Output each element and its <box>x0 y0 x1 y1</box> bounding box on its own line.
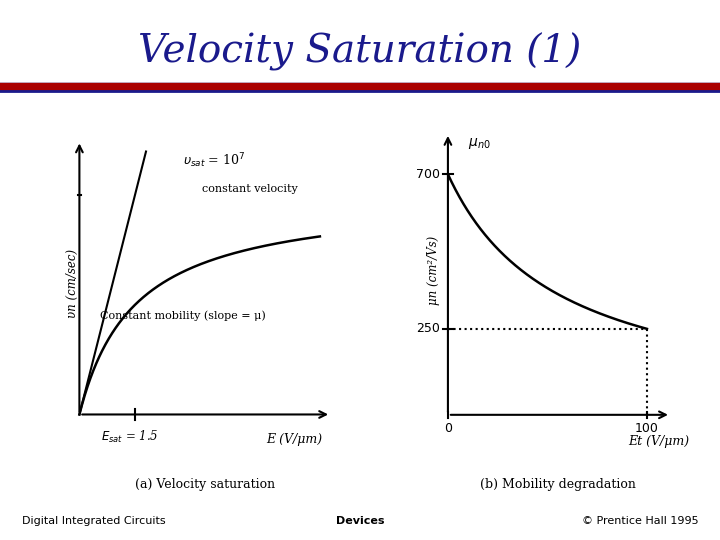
Text: 250: 250 <box>416 322 440 335</box>
Text: (a) Velocity saturation: (a) Velocity saturation <box>135 478 275 491</box>
Text: 0: 0 <box>444 422 452 435</box>
Text: 700: 700 <box>416 168 440 181</box>
Text: $\mu_{n0}$: $\mu_{n0}$ <box>468 136 490 151</box>
Text: 100: 100 <box>635 422 659 435</box>
Text: Digital Integrated Circuits: Digital Integrated Circuits <box>22 516 165 526</box>
Text: Velocity Saturation (1): Velocity Saturation (1) <box>138 32 582 71</box>
Text: © Prentice Hall 1995: © Prentice Hall 1995 <box>582 516 698 526</box>
Text: $\upsilon_{sat}$ = 10$^7$: $\upsilon_{sat}$ = 10$^7$ <box>183 151 246 170</box>
Text: Devices: Devices <box>336 516 384 526</box>
Text: υn (cm/sec): υn (cm/sec) <box>66 248 79 318</box>
Text: Constant mobility (slope = μ): Constant mobility (slope = μ) <box>100 310 266 321</box>
Text: E (V/μm): E (V/μm) <box>266 433 322 446</box>
Text: $E_{sat}$ = 1.5: $E_{sat}$ = 1.5 <box>101 429 158 445</box>
Text: (b) Mobility degradation: (b) Mobility degradation <box>480 478 636 491</box>
Text: Et (V/μm): Et (V/μm) <box>629 435 690 448</box>
Text: μn (cm²/Vs): μn (cm²/Vs) <box>428 236 441 305</box>
Text: constant velocity: constant velocity <box>202 184 297 194</box>
